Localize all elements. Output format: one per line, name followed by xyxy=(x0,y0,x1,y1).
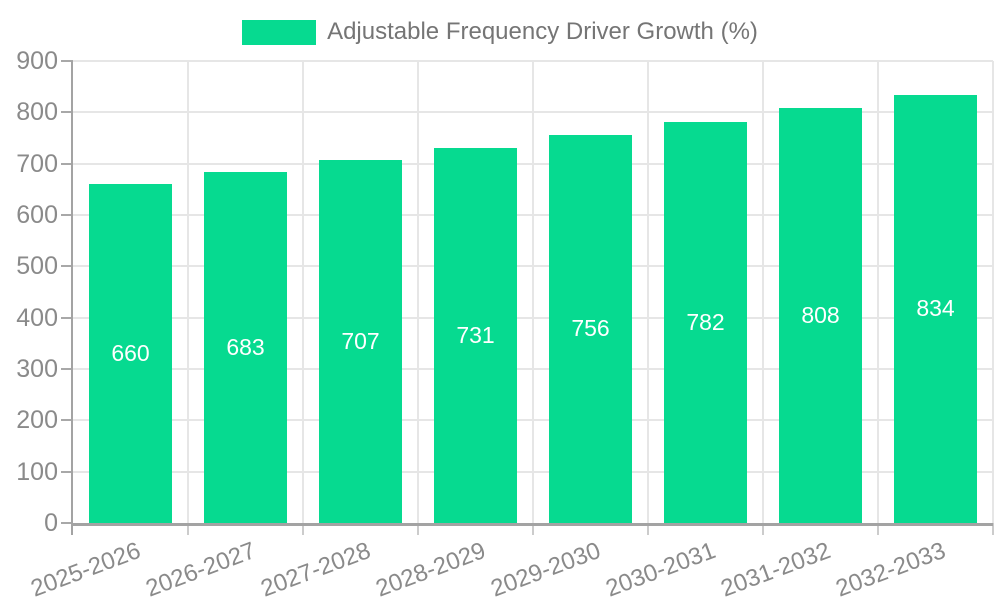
y-axis-tick-label: 800 xyxy=(16,98,58,127)
x-axis-category-label: 2027-2028 xyxy=(256,537,374,600)
y-axis-tick xyxy=(61,419,73,422)
bar-2029-2030[interactable]: 756 xyxy=(549,134,632,523)
bar-value-label: 683 xyxy=(226,334,265,361)
x-axis-tick xyxy=(187,523,189,535)
y-axis-tick xyxy=(61,111,73,114)
x-axis-category-label: 2025-2026 xyxy=(26,537,144,600)
y-axis-line xyxy=(71,61,73,535)
bar-value-label: 731 xyxy=(456,321,495,348)
gridline-vertical xyxy=(992,61,994,523)
x-axis-category-label: 2028-2029 xyxy=(371,537,489,600)
y-axis-tick-label: 600 xyxy=(16,201,58,229)
y-axis-tick xyxy=(61,265,73,268)
x-axis-tick xyxy=(762,523,764,535)
y-axis-tick xyxy=(61,214,73,216)
gridline-vertical xyxy=(877,61,879,523)
bar-2027-2028[interactable]: 707 xyxy=(319,160,402,523)
y-axis-tick xyxy=(61,368,73,370)
x-axis-tick xyxy=(417,523,419,535)
x-axis-tick xyxy=(877,523,879,535)
y-axis-tick-label: 400 xyxy=(16,303,58,332)
x-axis-line xyxy=(71,523,993,526)
bar-2031-2032[interactable]: 808 xyxy=(779,108,862,523)
y-axis-tick-label: 0 xyxy=(44,509,58,537)
bar-2032-2033[interactable]: 834 xyxy=(894,94,977,523)
legend-label: Adjustable Frequency Driver Growth (%) xyxy=(327,18,758,45)
y-axis-tick xyxy=(61,522,73,524)
bar-value-label: 834 xyxy=(916,295,955,322)
x-axis-tick xyxy=(532,523,534,535)
gridline-vertical xyxy=(417,61,419,523)
bar-value-label: 756 xyxy=(571,315,610,342)
legend-swatch-icon xyxy=(242,19,317,45)
bar-value-label: 808 xyxy=(801,302,840,329)
bar-2028-2029[interactable]: 731 xyxy=(434,147,517,523)
x-axis-category-label: 2030-2031 xyxy=(601,537,719,600)
bar-value-label: 707 xyxy=(341,328,380,355)
x-axis-tick xyxy=(302,523,304,535)
x-axis-category-label: 2026-2027 xyxy=(141,537,259,600)
bar-value-label: 782 xyxy=(686,308,725,335)
x-axis-category-label: 2031-2032 xyxy=(716,537,834,600)
x-axis-tick xyxy=(647,523,649,535)
y-axis-tick xyxy=(61,162,73,165)
y-axis-tick xyxy=(61,60,73,62)
y-axis-tick-label: 300 xyxy=(16,355,58,383)
y-axis-tick xyxy=(61,316,73,319)
bar-2026-2027[interactable]: 683 xyxy=(204,172,287,523)
bar-2030-2031[interactable]: 782 xyxy=(664,121,747,523)
gridline-vertical xyxy=(532,61,534,523)
y-axis-tick-label: 700 xyxy=(16,149,58,178)
gridline-vertical xyxy=(302,61,304,523)
bar-value-label: 660 xyxy=(111,340,150,367)
gridline-vertical xyxy=(187,61,189,523)
gridline-vertical xyxy=(647,61,649,523)
chart-legend[interactable]: Adjustable Frequency Driver Growth (%) xyxy=(0,18,1000,46)
gridline-vertical xyxy=(762,61,764,523)
x-axis-category-label: 2032-2033 xyxy=(831,537,949,600)
y-axis-tick-label: 900 xyxy=(16,47,58,75)
bar-2025-2026[interactable]: 660 xyxy=(89,184,172,523)
y-axis-tick xyxy=(61,470,73,473)
y-axis-tick-label: 100 xyxy=(16,457,58,486)
y-axis-tick-label: 200 xyxy=(16,406,58,435)
x-axis-category-label: 2029-2030 xyxy=(486,537,604,600)
x-axis-tick xyxy=(992,523,994,535)
y-axis-tick-label: 500 xyxy=(16,252,58,281)
